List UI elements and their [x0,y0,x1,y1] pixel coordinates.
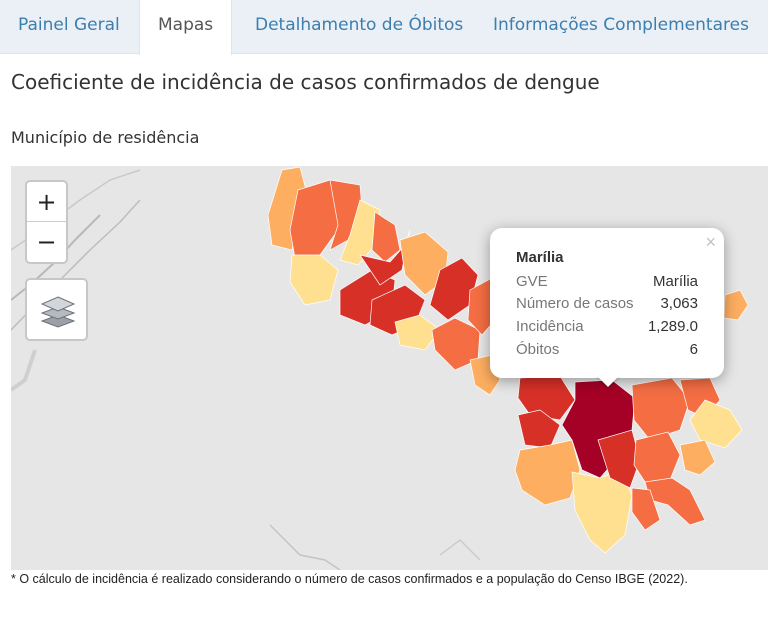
popup-key: GVE [516,273,548,290]
municipality-region[interactable] [689,399,743,449]
municipality-region[interactable] [679,439,716,476]
municipality-region[interactable] [631,487,661,531]
map-popup: × Marília GVE Marília Número de casos 3,… [490,228,724,378]
map-subtitle: Município de residência [11,128,200,147]
popup-key: Incidência [516,318,584,335]
river-line [269,524,341,570]
tab-painel-geral[interactable]: Painel Geral [18,15,120,35]
zoom-in-button[interactable]: + [27,182,66,222]
municipality-region[interactable] [517,409,561,449]
popup-value: 3,063 [660,295,698,312]
municipality-region[interactable] [289,254,339,306]
popup-close-button[interactable]: × [705,232,716,252]
municipality-region[interactable] [597,429,641,489]
tab-bar: Painel Geral Mapas Detalhamento de Óbito… [0,0,768,55]
popup-key: Óbitos [516,341,560,358]
popup-key: Número de casos [516,295,634,312]
popup-title: Marília [516,249,564,266]
municipality-region[interactable] [394,314,441,351]
map-base-layer [11,166,749,570]
popup-pointer [596,375,620,387]
river-line [439,539,481,561]
river-line [11,349,37,392]
popup-value: Marília [652,273,698,290]
municipality-region[interactable] [571,469,633,554]
municipality-region[interactable] [631,377,691,441]
layers-icon [40,296,76,328]
footnote: * O cálculo de incidência é realizado co… [11,572,688,586]
municipality-region[interactable] [467,277,496,336]
tab-informacoes-complementares[interactable]: Informações Complementares [493,15,749,35]
municipality-region[interactable] [514,439,581,506]
tab-mapas[interactable]: Mapas [139,0,233,55]
municipality-region[interactable] [359,229,411,286]
zoom-control: + − [25,180,68,264]
municipality-region[interactable] [339,199,381,266]
popup-value: 6 [689,341,698,358]
municipality-region[interactable] [371,211,401,263]
tab-detalhamento-obitos[interactable]: Detalhamento de Óbitos [255,15,464,35]
page-title: Coeficiente de incidência de casos confi… [11,70,600,94]
municipality-region[interactable] [723,289,749,321]
municipality-region[interactable] [633,431,681,483]
layers-button[interactable] [25,278,88,341]
popup-value: 1,289.0 [647,318,698,335]
zoom-out-button[interactable]: − [36,228,57,256]
